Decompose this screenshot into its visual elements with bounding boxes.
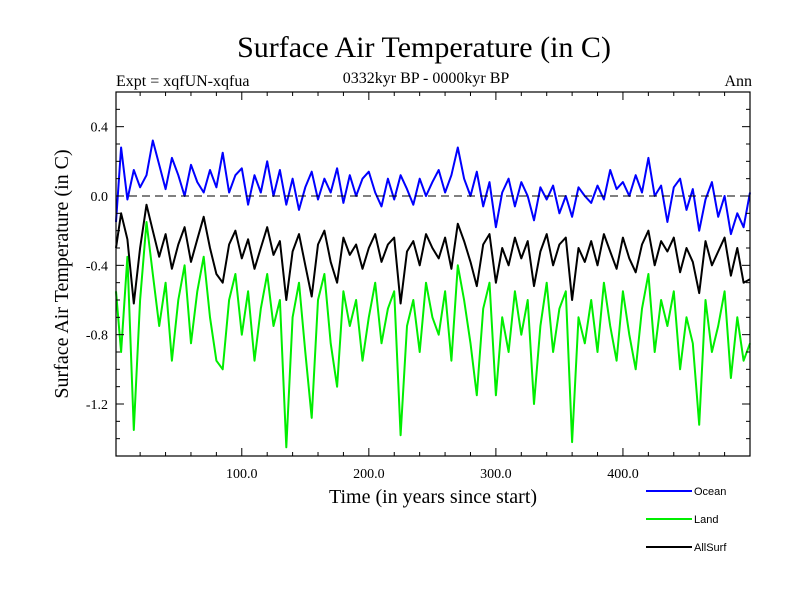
y-tick-label: -0.4: [86, 259, 108, 274]
x-tick-label: 400.0: [607, 467, 639, 482]
y-tick-label: 0.4: [91, 121, 109, 136]
y-tick-label: 0.0: [91, 190, 109, 205]
period-label: 0332kyr BP - 0000kyr BP: [343, 70, 510, 87]
plot-frame: [115, 91, 751, 457]
experiment-label: Expt = xqfUN-xqfua: [116, 73, 249, 90]
x-tick-label: 300.0: [480, 467, 512, 482]
y-axis-label: Surface Air Temperature (in C): [51, 149, 73, 398]
legend-label-land: Land: [694, 514, 718, 526]
legend-label-ocean: Ocean: [694, 486, 726, 498]
x-tick-label: 100.0: [226, 467, 258, 482]
series-line-allsurf: [115, 203, 751, 305]
series-line-land: [115, 221, 751, 449]
y-tick-label: -0.8: [86, 329, 108, 344]
legend: Ocean Land AllSurf: [646, 486, 727, 554]
season-label: Ann: [724, 73, 752, 90]
y-tick-label: -1.2: [86, 398, 108, 413]
legend-label-allsurf: AllSurf: [694, 542, 727, 554]
chart-title: Surface Air Temperature (in C): [237, 31, 611, 64]
x-axis-label: Time (in years since start): [329, 486, 537, 508]
ticks-layer: 100.0 200.0 300.0 400.0 0.4 0.0 -0.4 -0.8 -1.2: [86, 91, 750, 482]
series-line-ocean: [115, 139, 751, 236]
x-tick-label: 200.0: [353, 467, 385, 482]
series-layer: [115, 139, 751, 449]
